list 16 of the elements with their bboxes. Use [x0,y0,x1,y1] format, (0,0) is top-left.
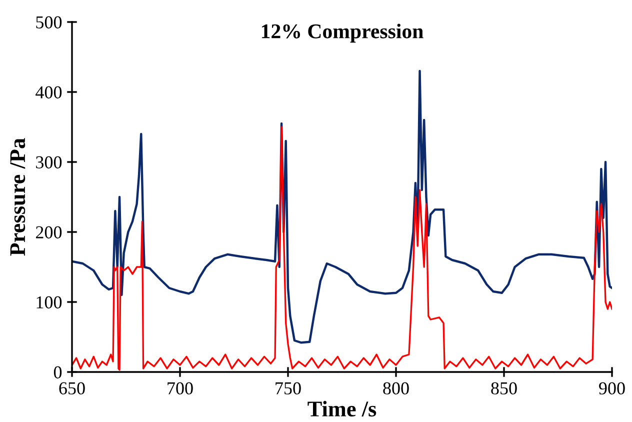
chart-title: 12% Compression [262,24,424,43]
x-tick-label: 700 [168,382,193,394]
x-axis-title: Time /s [308,400,376,417]
line-series [72,70,612,344]
y-tick-label: 300 [36,156,62,168]
y-tick-label: 500 [36,16,62,28]
x-tick-label: 850 [491,382,517,394]
x-tick-label: 650 [59,382,85,394]
y-axis-title: Pressure /Pa [10,138,26,256]
y-tick-label: 400 [36,86,62,98]
x-tick-label: 750 [276,382,301,394]
x-tick-label: 900 [599,382,625,394]
y-tick-label: 100 [36,296,62,308]
x-tick-label: 800 [383,382,409,394]
y-tick-label: 0 [54,366,62,378]
y-tick-label: 200 [36,226,62,238]
